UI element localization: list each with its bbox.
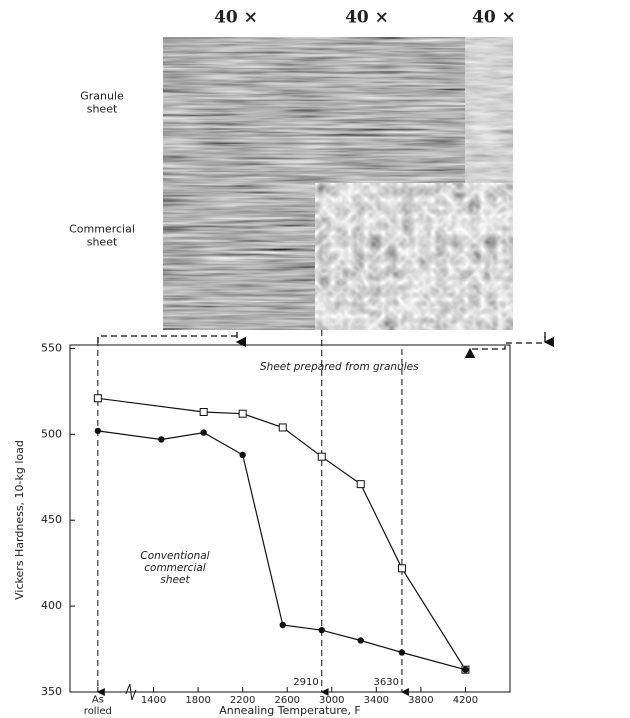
data-point — [93, 394, 102, 403]
plot-frame — [69, 344, 511, 693]
micrograph — [163, 37, 315, 183]
micrograph — [465, 183, 513, 330]
annotation: Sheet prepared from granules — [260, 361, 419, 373]
x-tick-label: 1400 — [141, 695, 166, 706]
plot: 350 400 450 500 550 As rolled 1400 1800 2200 2600 3… — [13, 330, 511, 717]
data-point — [158, 436, 165, 443]
y-tick-label: 450 — [41, 513, 62, 526]
data-point — [318, 626, 325, 634]
magnification: 40 × — [472, 8, 516, 28]
data-point — [200, 429, 207, 436]
data-point — [462, 666, 469, 673]
magnification: 40 × — [345, 8, 389, 28]
data-point — [356, 480, 365, 489]
x-tick-label: 3000 — [319, 695, 344, 706]
x-axis-title: Annealing Temperature, F — [219, 704, 361, 717]
micrograph — [163, 183, 315, 330]
y-tick-label: 350 — [41, 685, 62, 698]
x-tick-label: 1800 — [185, 695, 210, 706]
reference-label: 3630 — [373, 677, 398, 688]
data-point — [239, 451, 246, 459]
row-label: Commercial sheet — [69, 223, 135, 249]
data-point — [317, 452, 326, 461]
x-tick-label: 2200 — [230, 695, 255, 706]
data-point — [398, 649, 406, 656]
data-point — [357, 637, 364, 644]
data-point — [278, 423, 287, 432]
x-tick-label: 4200 — [453, 695, 478, 706]
y-tick-label: 500 — [41, 427, 62, 440]
micrograph — [315, 183, 465, 330]
axis-break — [125, 683, 137, 701]
micrograph — [465, 37, 513, 183]
series-line — [97, 397, 466, 671]
micrographs: 40 × 40 × 40 × Granule sheet Commercial sh… — [69, 8, 516, 330]
data-point — [397, 564, 406, 573]
y-tick-label: 550 — [41, 341, 62, 354]
row-label: Granule sheet — [80, 90, 124, 116]
y-axis-title: Vickers Hardness, 10-kg load — [13, 440, 26, 600]
x-tick-label: 3800 — [408, 695, 433, 706]
data-point — [199, 407, 208, 416]
x-tick-label: 2600 — [274, 695, 299, 706]
data-point — [94, 427, 102, 435]
x-tick-label: 3400 — [364, 695, 389, 706]
y-tick-label: 400 — [41, 599, 62, 612]
x-tick-label: As rolled — [84, 694, 112, 717]
micrograph — [315, 37, 465, 183]
magnification: 40 × — [214, 8, 258, 28]
data-point — [238, 409, 247, 418]
reference-label: 2910 — [293, 677, 318, 688]
annotation: Conventional commercial sheet — [140, 550, 209, 586]
data-point — [279, 621, 286, 629]
